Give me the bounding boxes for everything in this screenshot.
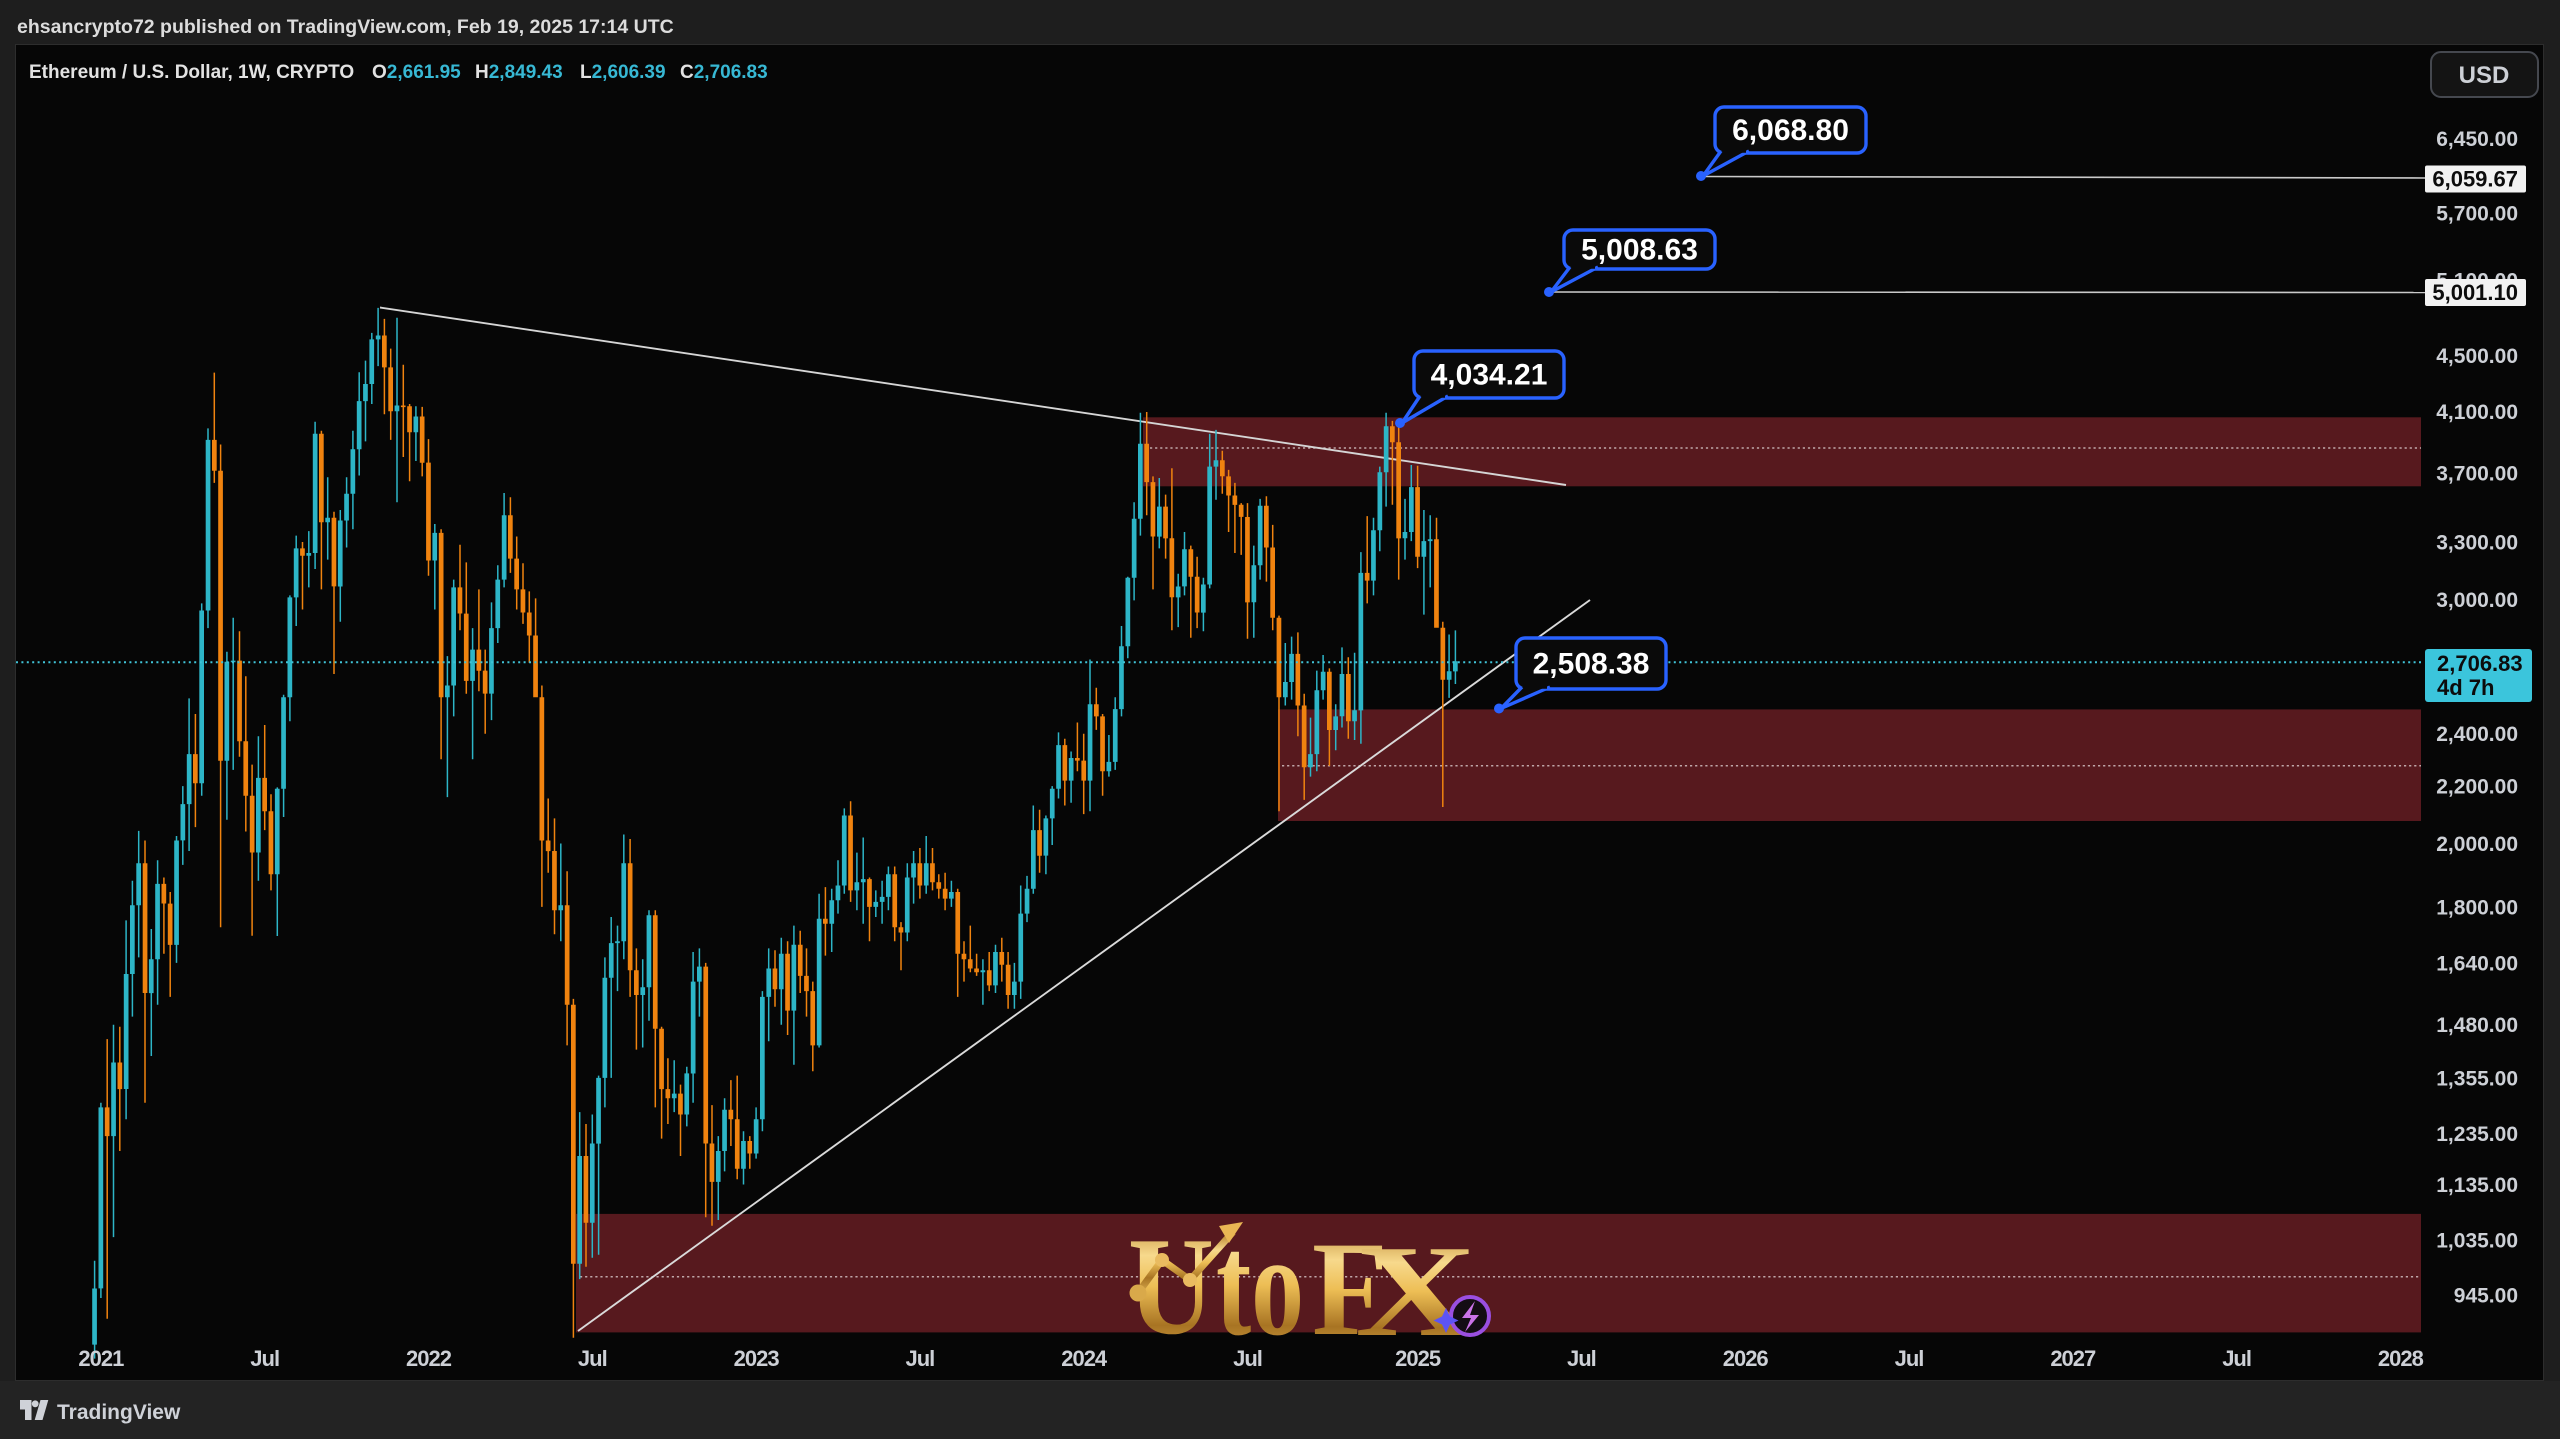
svg-text:Jul: Jul: [250, 1346, 279, 1371]
svg-text:ehsancrypto72 published on Tra: ehsancrypto72 published on TradingView.c…: [17, 16, 674, 38]
svg-text:2023: 2023: [734, 1346, 780, 1371]
svg-text:1,800.00: 1,800.00: [2436, 896, 2518, 919]
svg-text:4d 7h: 4d 7h: [2437, 675, 2494, 700]
svg-text:X: X: [1355, 1219, 1477, 1364]
svg-text:1,135.00: 1,135.00: [2436, 1174, 2518, 1197]
svg-text:5,008.63: 5,008.63: [1581, 234, 1698, 267]
svg-text:1,235.00: 1,235.00: [2436, 1123, 2518, 1146]
svg-text:H2,849.43: H2,849.43: [475, 62, 563, 83]
svg-text:2028: 2028: [2378, 1346, 2424, 1371]
svg-text:2,508.38: 2,508.38: [1533, 648, 1650, 681]
svg-text:1,480.00: 1,480.00: [2436, 1014, 2518, 1037]
svg-text:6,450.00: 6,450.00: [2436, 128, 2518, 151]
svg-text:3,000.00: 3,000.00: [2436, 589, 2518, 612]
svg-text:2025: 2025: [1395, 1346, 1441, 1371]
svg-text:2,200.00: 2,200.00: [2436, 776, 2518, 799]
svg-text:5,001.10: 5,001.10: [2432, 280, 2518, 305]
svg-text:2027: 2027: [2050, 1346, 2096, 1371]
svg-text:L2,606.39: L2,606.39: [580, 62, 666, 83]
svg-text:C2,706.83: C2,706.83: [680, 62, 768, 83]
svg-text:O2,661.95: O2,661.95: [372, 62, 461, 83]
svg-text:2,000.00: 2,000.00: [2436, 833, 2518, 856]
svg-text:2021: 2021: [78, 1346, 124, 1371]
svg-text:2024: 2024: [1061, 1346, 1108, 1371]
svg-text:Jul: Jul: [1895, 1346, 1924, 1371]
svg-text:4,034.21: 4,034.21: [1431, 359, 1548, 392]
svg-text:1,035.00: 1,035.00: [2436, 1230, 2518, 1253]
svg-text:2022: 2022: [406, 1346, 452, 1371]
svg-text:2,706.83: 2,706.83: [2437, 651, 2523, 676]
svg-text:2026: 2026: [1723, 1346, 1769, 1371]
svg-text:5,700.00: 5,700.00: [2436, 203, 2518, 226]
svg-text:1,355.00: 1,355.00: [2436, 1067, 2518, 1090]
svg-text:3,300.00: 3,300.00: [2436, 532, 2518, 555]
svg-text:2,400.00: 2,400.00: [2436, 723, 2518, 746]
svg-text:TradingView: TradingView: [57, 1401, 181, 1424]
svg-text:1,640.00: 1,640.00: [2436, 952, 2518, 975]
svg-text:Jul: Jul: [906, 1346, 935, 1371]
svg-text:Jul: Jul: [1233, 1346, 1262, 1371]
svg-text:Jul: Jul: [578, 1346, 607, 1371]
svg-text:945.00: 945.00: [2454, 1284, 2518, 1307]
svg-text:6,059.67: 6,059.67: [2432, 167, 2518, 192]
svg-text:F: F: [1312, 1215, 1388, 1364]
svg-text:3,700.00: 3,700.00: [2436, 463, 2518, 486]
svg-text:Ethereum / U.S. Dollar, 1W, CR: Ethereum / U.S. Dollar, 1W, CRYPTO: [29, 62, 354, 83]
svg-text:Jul: Jul: [1567, 1346, 1596, 1371]
svg-text:Jul: Jul: [2222, 1346, 2251, 1371]
svg-text:USD: USD: [2459, 62, 2510, 89]
svg-text:4,500.00: 4,500.00: [2436, 345, 2518, 368]
svg-text:6,068.80: 6,068.80: [1732, 114, 1849, 147]
svg-text:4,100.00: 4,100.00: [2436, 401, 2518, 424]
